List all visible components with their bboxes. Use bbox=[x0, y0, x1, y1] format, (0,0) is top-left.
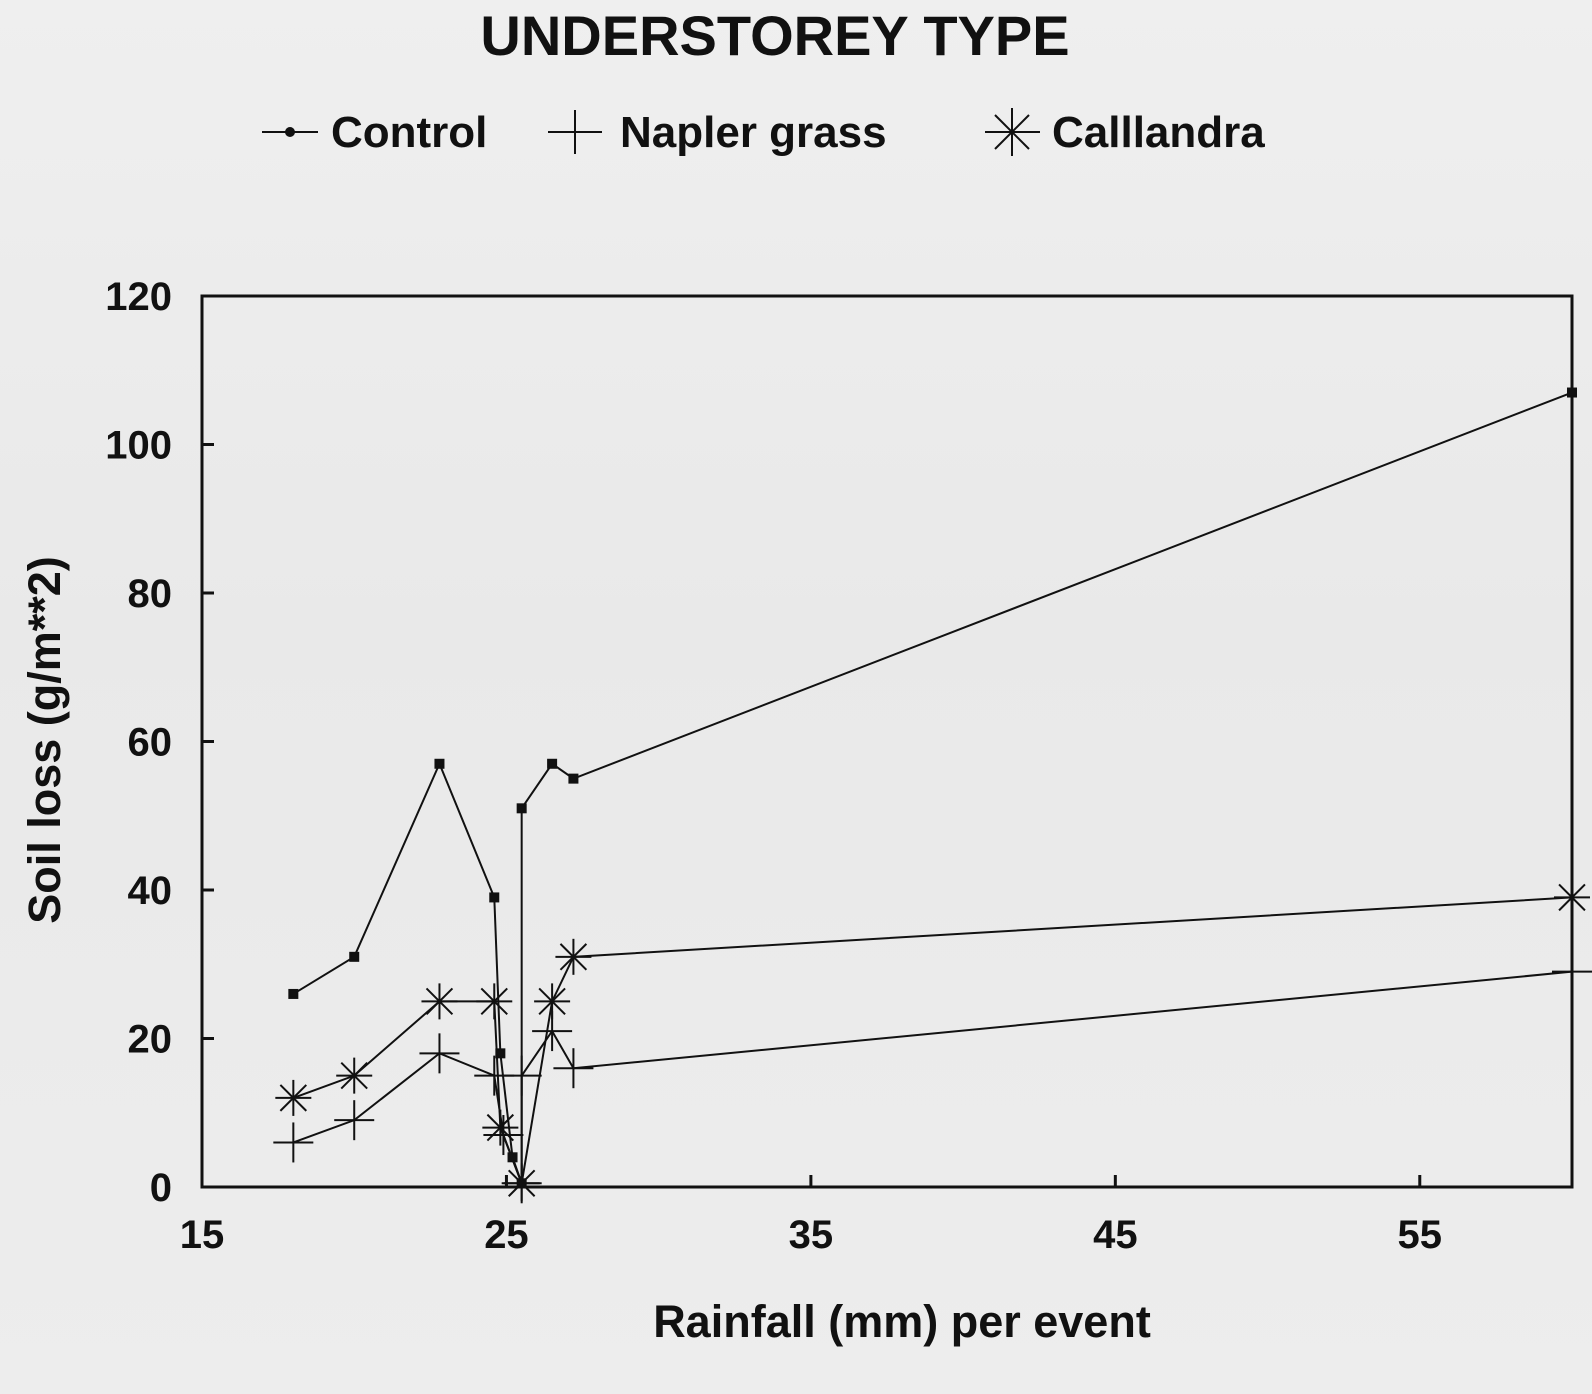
chart-title: UNDERSTOREY TYPE bbox=[480, 4, 1069, 67]
legend-control-label: Control bbox=[331, 108, 487, 157]
series-point-napler-grass-8 bbox=[553, 1048, 594, 1089]
series-point-calllandra-6-diag-b bbox=[538, 987, 566, 1016]
x-tick-label-4: 55 bbox=[1398, 1213, 1443, 1257]
series-point-napler-grass-6 bbox=[501, 1055, 542, 1096]
x-axis-label: Rainfall (mm) per event bbox=[653, 1296, 1151, 1347]
x-axis-ticks: 15 25 35 45 55 bbox=[180, 1175, 1442, 1257]
y-axis-label: Soil loss (g/m**2) bbox=[19, 556, 70, 924]
series-point-calllandra-0-diag-b bbox=[279, 1084, 308, 1112]
legend-calllandra-label: Calllandra bbox=[1052, 108, 1265, 157]
series-point-control-8 bbox=[547, 758, 558, 769]
series-point-calllandra-4-diag-b bbox=[486, 1113, 515, 1142]
series-point-calllandra-0 bbox=[275, 1079, 312, 1116]
x-tick-label-2: 35 bbox=[789, 1213, 834, 1257]
series-point-calllandra-1-diag-b bbox=[340, 1061, 368, 1090]
y-tick-label-6: 120 bbox=[105, 275, 172, 319]
series-point-control-0 bbox=[288, 988, 299, 999]
series-point-calllandra-5-diag-b bbox=[507, 1169, 536, 1197]
series-point-napler-grass-1 bbox=[334, 1100, 375, 1141]
series-point-calllandra-6 bbox=[534, 983, 571, 1020]
series-point-control-2 bbox=[434, 758, 445, 769]
y-tick-label-1: 20 bbox=[128, 1018, 173, 1062]
series-point-calllandra-1 bbox=[336, 1057, 373, 1094]
series-point-control-3 bbox=[489, 892, 500, 903]
series-line-napler-grass bbox=[292, 970, 1573, 1184]
y-tick-label-0: 0 bbox=[150, 1166, 172, 1210]
y-tick-label-2: 40 bbox=[128, 869, 173, 913]
series-point-calllandra-8-diag-b bbox=[1558, 883, 1586, 912]
series-point-calllandra-3 bbox=[476, 983, 513, 1020]
series-line-calllandra bbox=[292, 896, 1573, 1188]
series-point-calllandra-4 bbox=[482, 1109, 519, 1146]
series-point-calllandra-5 bbox=[503, 1165, 540, 1202]
y-axis-ticks: 0 20 40 60 80 100 120 bbox=[105, 275, 214, 1210]
legend-calllandra-marker bbox=[988, 108, 1036, 156]
series-line-control bbox=[292, 391, 1573, 1184]
y-tick-label-5: 100 bbox=[105, 424, 172, 468]
series-point-control-9 bbox=[568, 773, 579, 784]
series-point-napler-grass-2 bbox=[419, 1033, 460, 1074]
series-point-calllandra-2-diag-b bbox=[425, 987, 454, 1016]
legend: Control Napler grass Calllandra bbox=[262, 108, 1265, 157]
series-point-calllandra-7 bbox=[555, 938, 592, 975]
plot-area-frame bbox=[200, 294, 1574, 1189]
y-tick-label-4: 80 bbox=[128, 572, 173, 616]
series-point-calllandra-7-diag-b bbox=[559, 943, 588, 971]
series-point-control-7 bbox=[516, 803, 527, 814]
legend-control-marker bbox=[285, 127, 295, 137]
x-tick-label-1: 25 bbox=[484, 1213, 529, 1257]
series-point-calllandra-3-diag-b bbox=[480, 987, 508, 1016]
series-point-control-1 bbox=[349, 951, 360, 962]
x-tick-label-3: 45 bbox=[1093, 1213, 1138, 1257]
series-point-napler-grass-0 bbox=[273, 1122, 314, 1163]
series-point-control-10 bbox=[1567, 387, 1577, 398]
series-point-napler-grass-9 bbox=[1552, 951, 1592, 992]
series-layer bbox=[273, 387, 1592, 1204]
x-tick-label-0: 15 bbox=[180, 1213, 225, 1257]
series-point-calllandra-8 bbox=[1554, 879, 1590, 916]
series-point-calllandra-2 bbox=[421, 983, 458, 1020]
legend-napler-grass-label: Napler grass bbox=[620, 108, 887, 157]
y-tick-label-3: 60 bbox=[128, 721, 173, 765]
